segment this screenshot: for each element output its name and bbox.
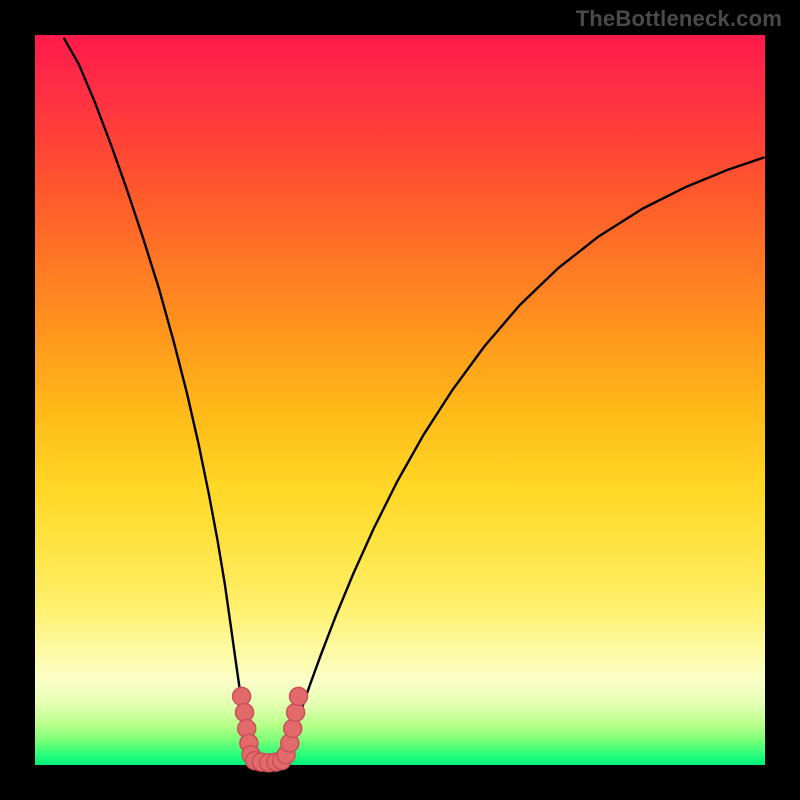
data-point xyxy=(236,703,254,721)
data-point xyxy=(284,720,302,738)
bottleneck-chart xyxy=(0,0,800,800)
data-point xyxy=(287,703,305,721)
plot-area xyxy=(35,35,765,765)
watermark-text: TheBottleneck.com xyxy=(576,6,782,32)
data-point xyxy=(233,687,251,705)
chart-container: TheBottleneck.com xyxy=(0,0,800,800)
data-point xyxy=(290,687,308,705)
